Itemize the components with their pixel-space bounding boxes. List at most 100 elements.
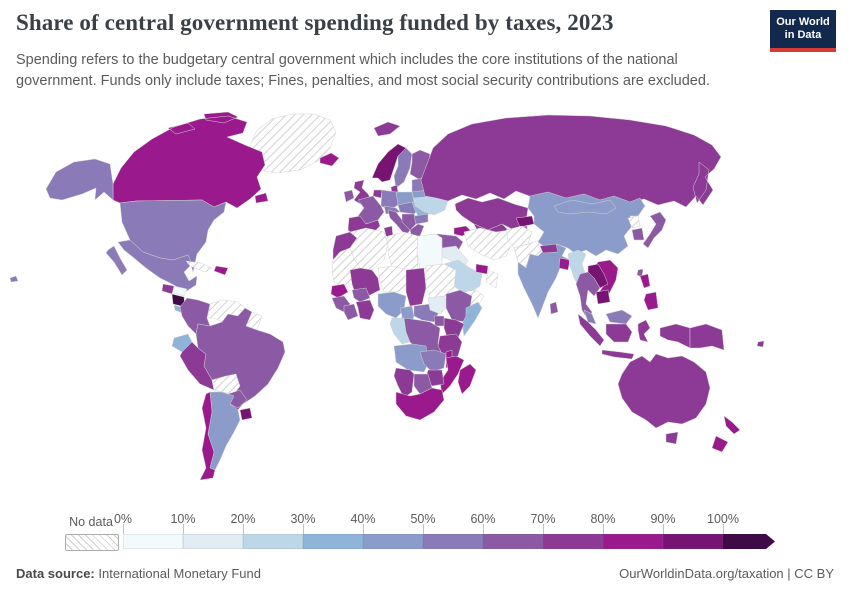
map-region-nigeria[interactable] bbox=[377, 291, 407, 319]
legend-tick-label-40%: 40% bbox=[350, 512, 376, 526]
map-region-chile[interactable] bbox=[199, 391, 216, 481]
data-source-label: Data source: bbox=[16, 566, 95, 581]
map-region-chad[interactable] bbox=[405, 267, 427, 307]
footer: Data source: International Monetary Fund… bbox=[16, 566, 834, 581]
map-region-balkans[interactable] bbox=[401, 213, 419, 231]
legend-bucket-50-60%[interactable] bbox=[423, 534, 483, 549]
legend-tick-mark-20% bbox=[243, 524, 244, 534]
legend-tick-mark-70% bbox=[543, 524, 544, 534]
map-region-south-sudan[interactable] bbox=[427, 295, 449, 315]
legend-tick-mark-100% bbox=[723, 524, 724, 534]
map-region-australia[interactable] bbox=[617, 353, 711, 445]
map-region-cambodia[interactable] bbox=[595, 289, 611, 305]
map-region-bangladesh[interactable] bbox=[558, 257, 571, 271]
map-region-honduras[interactable] bbox=[173, 285, 188, 297]
map-region-bulgaria[interactable] bbox=[413, 213, 429, 225]
map-region-benelux[interactable] bbox=[372, 189, 383, 199]
map-region-mexico[interactable] bbox=[105, 239, 198, 293]
map-region-somalia[interactable] bbox=[461, 301, 483, 337]
map-region-russia[interactable] bbox=[420, 114, 722, 208]
map-region-ghana[interactable] bbox=[355, 299, 375, 321]
legend-bucket-0-10%[interactable] bbox=[123, 534, 183, 549]
map-region-angola[interactable] bbox=[393, 343, 429, 373]
map-region-cuba[interactable] bbox=[185, 260, 213, 273]
map-region-ireland[interactable] bbox=[343, 189, 355, 203]
map-region-uganda[interactable] bbox=[433, 315, 445, 327]
map-region-senegal[interactable] bbox=[330, 283, 349, 299]
world-map[interactable] bbox=[0, 111, 850, 508]
world-map-svg[interactable] bbox=[0, 111, 850, 508]
map-region-guatemala[interactable] bbox=[161, 283, 175, 295]
map-region-uruguay[interactable] bbox=[239, 407, 253, 421]
legend-tick-mark-30% bbox=[303, 524, 304, 534]
legend-bucket-10-20%[interactable] bbox=[183, 534, 243, 549]
map-region-mozambique[interactable] bbox=[439, 355, 465, 395]
map-region-svalbard[interactable] bbox=[373, 121, 401, 137]
map-region-nepal[interactable] bbox=[539, 243, 559, 254]
legend-tick-mark-10% bbox=[183, 524, 184, 534]
owid-logo-red-bar bbox=[770, 48, 836, 52]
map-region-namibia[interactable] bbox=[393, 367, 415, 399]
map-legend: No data 0% 10% 20% 30% 40% 50% 60% 70% 80% 90% 100… bbox=[0, 512, 850, 556]
map-region-papua-new-guinea[interactable] bbox=[689, 323, 725, 351]
page-title: Share of central government spending fun… bbox=[16, 10, 614, 35]
map-region-south-korea[interactable] bbox=[631, 227, 645, 241]
legend-tick-mark-0% bbox=[123, 524, 124, 534]
map-region-hawaii-us-[interactable] bbox=[9, 275, 19, 283]
map-region-niger[interactable] bbox=[377, 265, 409, 293]
legend-bucket-80-90%[interactable] bbox=[603, 534, 663, 549]
legend-bucket-40-50%[interactable] bbox=[363, 534, 423, 549]
attribution: OurWorldinData.org/taxation | CC BY bbox=[619, 566, 834, 581]
data-source: Data source: International Monetary Fund bbox=[16, 566, 261, 581]
map-region-gabon-congo[interactable] bbox=[389, 317, 411, 345]
map-region-thailand[interactable] bbox=[575, 271, 601, 321]
map-region-oman[interactable] bbox=[485, 269, 499, 289]
map-region-madagascar[interactable] bbox=[457, 363, 477, 395]
legend-tick-mark-50% bbox=[423, 524, 424, 534]
map-region-philippines[interactable] bbox=[639, 273, 659, 311]
legend-tick-mark-90% bbox=[663, 524, 664, 534]
map-region-tanzania[interactable] bbox=[437, 333, 463, 359]
legend-tick-mark-60% bbox=[483, 524, 484, 534]
legend-tick-label-0%: 0% bbox=[113, 512, 133, 526]
map-region-zambia[interactable] bbox=[419, 349, 447, 373]
map-region-north-korea[interactable] bbox=[627, 215, 641, 229]
legend-bucket-60-70%[interactable] bbox=[483, 534, 543, 549]
map-region-mongolia[interactable] bbox=[553, 199, 617, 215]
map-region-indonesia[interactable] bbox=[577, 313, 691, 360]
map-region-burkina-faso[interactable] bbox=[351, 287, 371, 303]
legend-tick-label-100%: 100% bbox=[707, 512, 739, 526]
legend-tick-label-10%: 10% bbox=[170, 512, 196, 526]
map-region-brazil[interactable] bbox=[195, 307, 286, 413]
map-region-malaysia[interactable] bbox=[583, 309, 633, 325]
legend-bucket-70-80%[interactable] bbox=[543, 534, 603, 549]
map-region-japan[interactable] bbox=[642, 211, 667, 249]
map-region-iceland[interactable] bbox=[319, 152, 340, 167]
legend-bucket-100%+[interactable] bbox=[723, 534, 775, 549]
map-region-united-arab-emirates[interactable] bbox=[475, 263, 489, 275]
legend-bucket-90-100%[interactable] bbox=[663, 534, 723, 549]
map-region-canada[interactable] bbox=[112, 111, 269, 209]
map-region-greenland[interactable] bbox=[248, 113, 337, 174]
chart-subtitle: Spending refers to the budgetary central… bbox=[16, 52, 710, 89]
map-region-kazakhstan[interactable] bbox=[454, 197, 529, 231]
legend-no-data-swatch[interactable] bbox=[65, 534, 119, 551]
map-region-cote-d-ivoire[interactable] bbox=[343, 303, 359, 321]
map-region-sweden[interactable] bbox=[393, 147, 413, 189]
legend-bucket-30-40%[interactable] bbox=[303, 534, 363, 549]
map-region-iran[interactable] bbox=[463, 227, 513, 261]
map-region-fiji[interactable] bbox=[756, 340, 765, 348]
map-region-new-zealand[interactable] bbox=[711, 415, 741, 453]
legend-tick-label-90%: 90% bbox=[650, 512, 676, 526]
legend-color-bar[interactable] bbox=[123, 534, 775, 549]
map-region-hispaniola[interactable] bbox=[213, 265, 229, 276]
map-region-alaska-us-[interactable] bbox=[45, 158, 114, 201]
owid-logo-line2: in Data bbox=[784, 29, 822, 41]
owid-logo: Our World in Data bbox=[770, 10, 836, 52]
legend-bucket-20-30%[interactable] bbox=[243, 534, 303, 549]
map-region-bolivia[interactable] bbox=[211, 373, 241, 395]
legend-tick-label-80%: 80% bbox=[590, 512, 616, 526]
map-region-sri-lanka[interactable] bbox=[549, 301, 559, 315]
map-region-south-africa[interactable] bbox=[395, 387, 445, 421]
